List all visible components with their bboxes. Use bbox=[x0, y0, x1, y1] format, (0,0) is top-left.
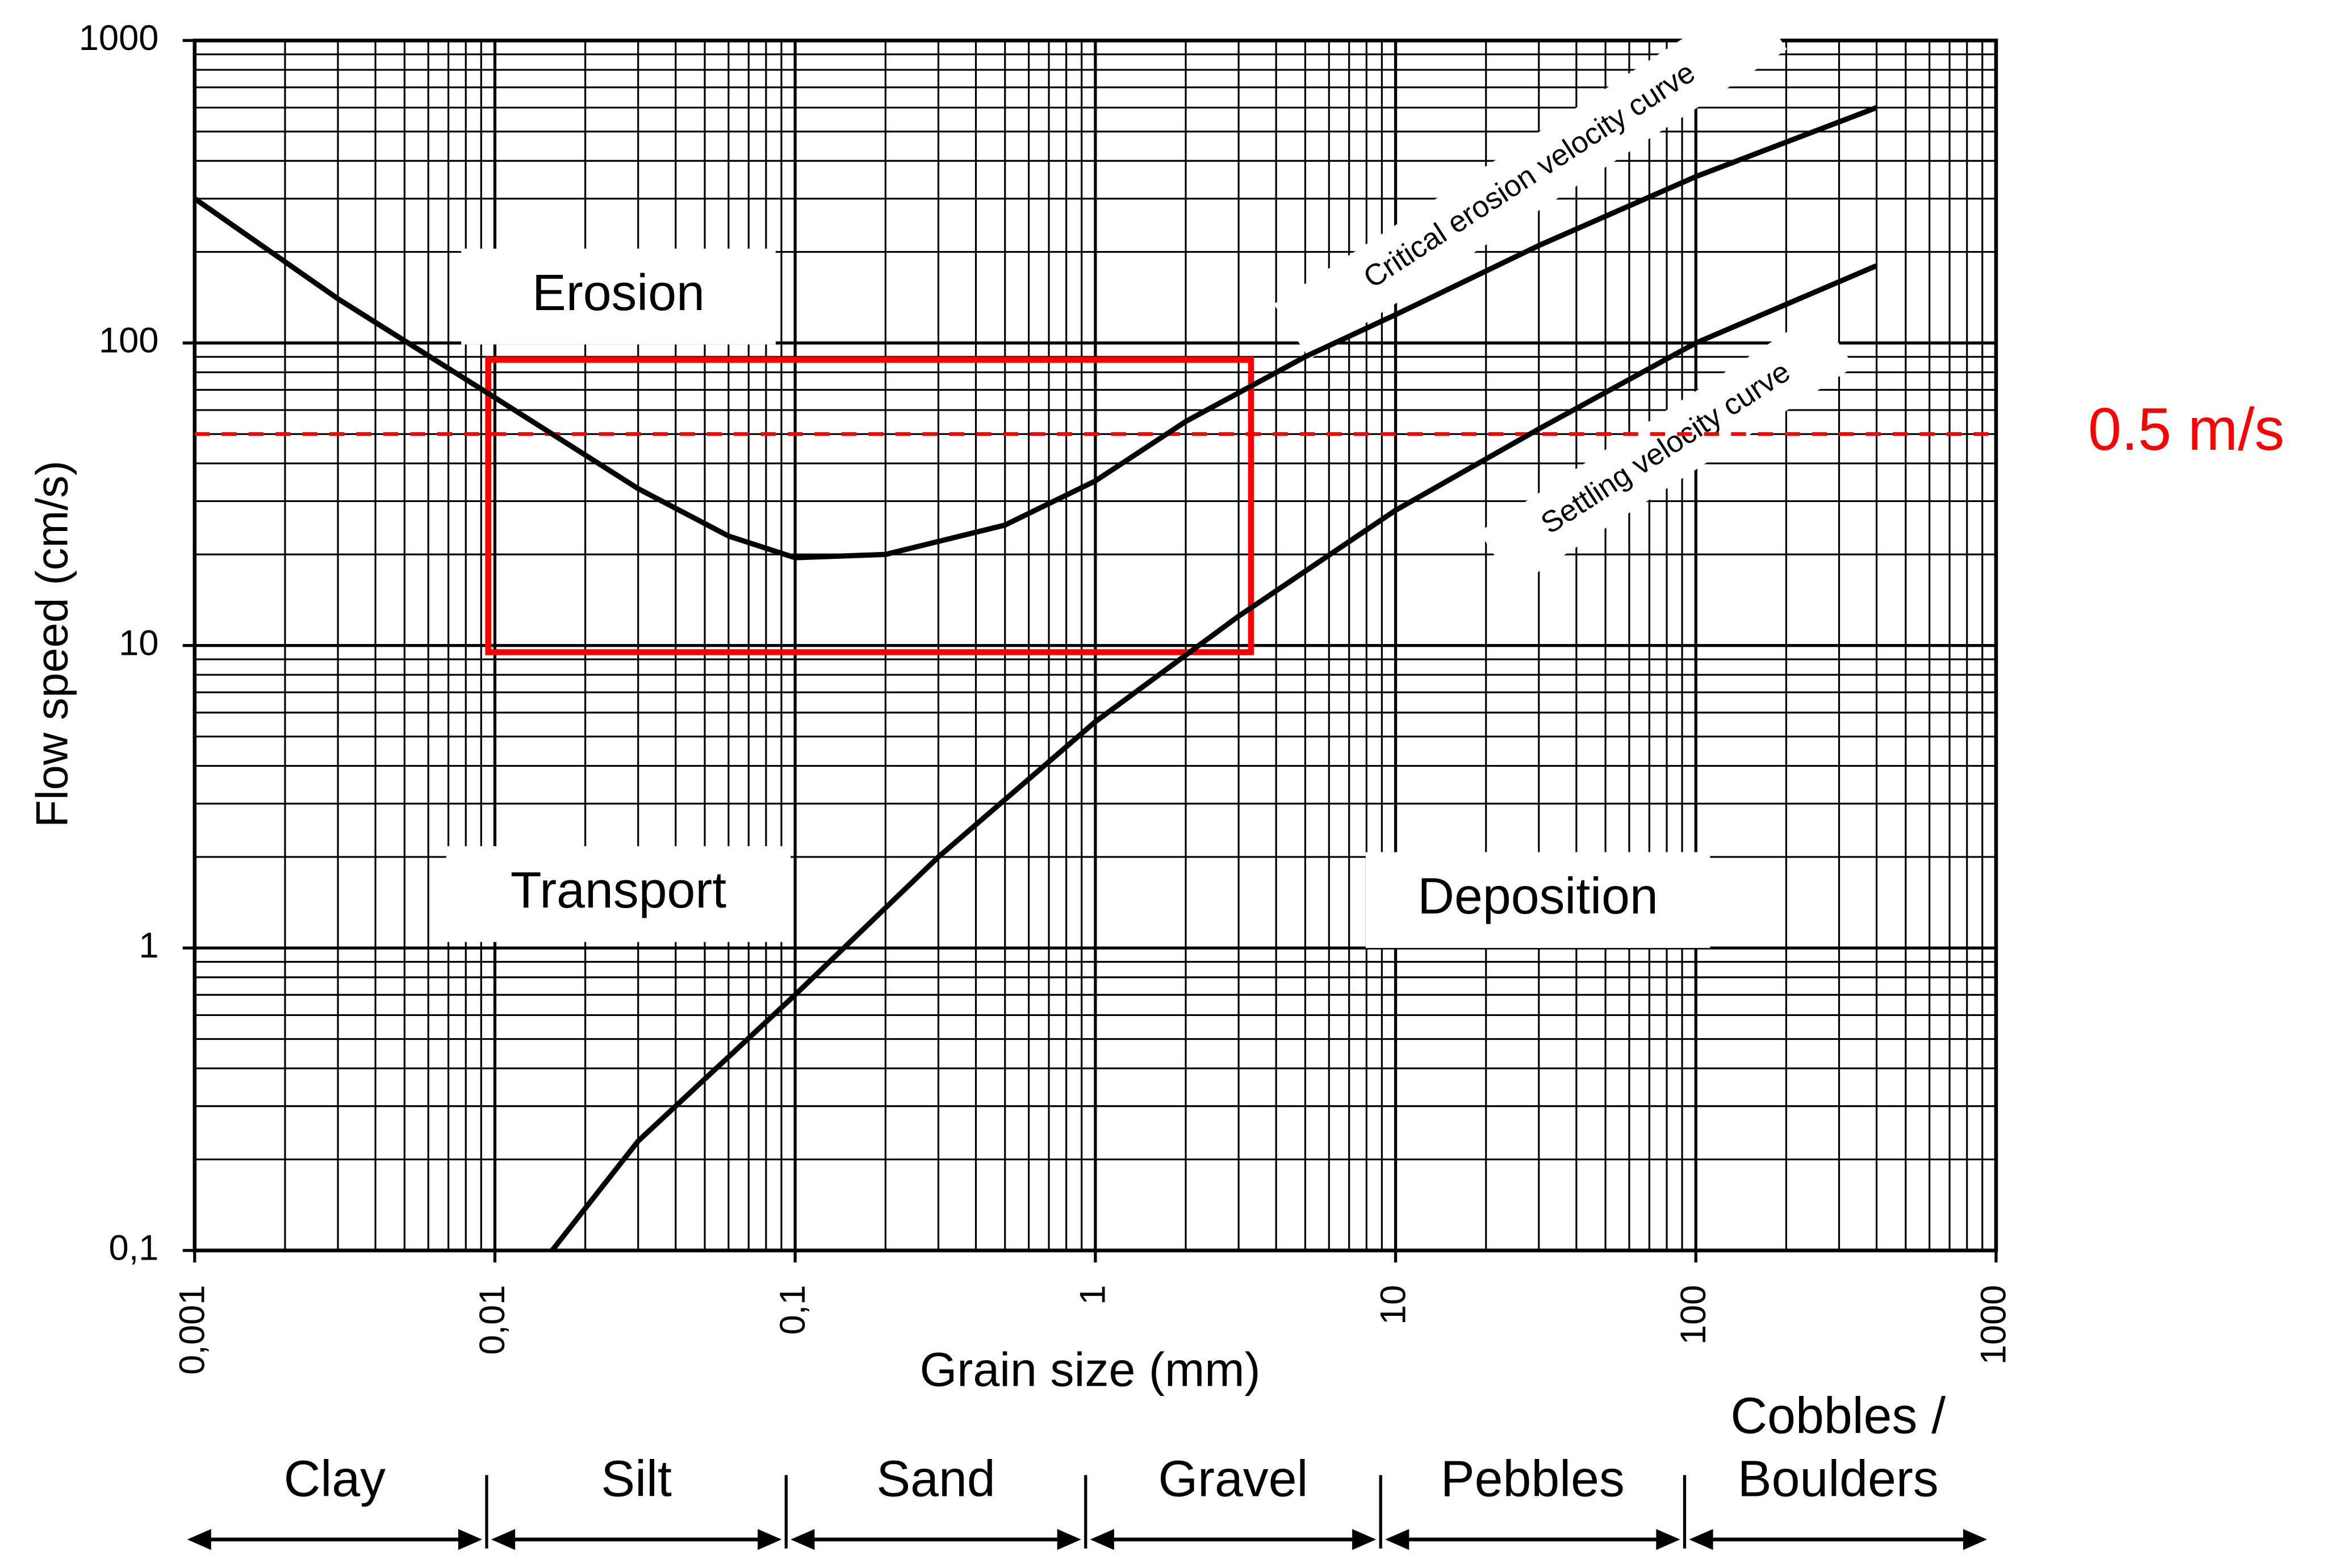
y-tick-label: 10 bbox=[119, 623, 158, 663]
curve-label-bg bbox=[1479, 311, 1855, 587]
y-tick-label: 0,1 bbox=[109, 1228, 159, 1268]
size-class-label: Boulders bbox=[1738, 1450, 1939, 1507]
y-axis-label: Flow speed (cm/s) bbox=[26, 461, 77, 827]
x-axis-label: Grain size (mm) bbox=[920, 1343, 1261, 1396]
x-tick-label: 0,01 bbox=[472, 1285, 512, 1355]
region-label-bg bbox=[446, 846, 791, 942]
y-tick-label: 100 bbox=[99, 321, 159, 361]
region-label: Erosion bbox=[532, 264, 705, 321]
size-class-label: Sand bbox=[876, 1450, 995, 1507]
reference-label: 0.5 m/s bbox=[2088, 396, 2285, 463]
curve bbox=[193, 105, 1878, 561]
size-class-label: Pebbles bbox=[1441, 1450, 1625, 1507]
highlight-box bbox=[485, 357, 1254, 655]
size-class-label: Gravel bbox=[1158, 1450, 1308, 1507]
region-label-bg bbox=[1365, 852, 1710, 948]
x-tick-label: 0,001 bbox=[173, 1285, 212, 1375]
x-tick-label: 1 bbox=[1073, 1285, 1113, 1305]
size-class-label: Cobbles / bbox=[1730, 1387, 1946, 1444]
size-class-label: Silt bbox=[601, 1450, 672, 1507]
region-label-bg bbox=[461, 248, 776, 345]
plot-frame bbox=[193, 38, 1998, 1253]
curve bbox=[550, 263, 1878, 1252]
y-tick-label: 1000 bbox=[79, 18, 159, 58]
region-label: Transport bbox=[511, 862, 726, 918]
curve-label-bg bbox=[1274, 0, 1787, 359]
x-tick-label: 0,1 bbox=[773, 1285, 813, 1335]
size-class-label: Clay bbox=[284, 1450, 386, 1507]
region-label: Deposition bbox=[1417, 868, 1658, 925]
x-tick-label: 10 bbox=[1373, 1285, 1413, 1325]
x-tick-label: 1000 bbox=[1974, 1285, 2014, 1365]
x-tick-label: 100 bbox=[1674, 1285, 1713, 1345]
y-tick-label: 1 bbox=[139, 926, 158, 965]
